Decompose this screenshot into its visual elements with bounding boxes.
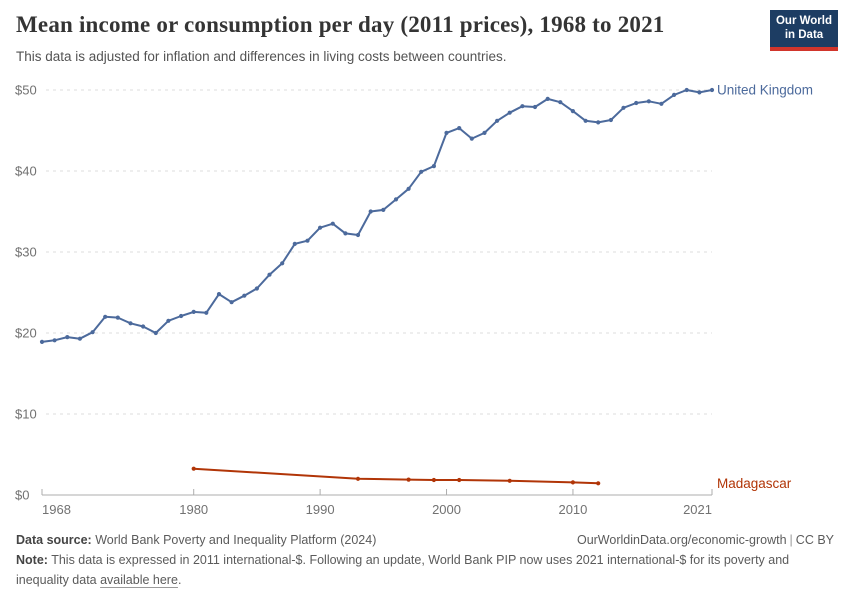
y-axis-tick-label: $20: [15, 326, 37, 341]
data-point-marker[interactable]: [128, 321, 133, 326]
data-point-marker[interactable]: [216, 292, 222, 297]
owid-logo-line1: Our World: [775, 15, 832, 27]
data-point-marker[interactable]: [419, 169, 424, 174]
data-point-marker[interactable]: [634, 100, 639, 106]
data-point-marker[interactable]: [469, 136, 474, 141]
data-point-marker[interactable]: [355, 232, 361, 238]
x-axis-tick-label: 2000: [432, 502, 461, 517]
data-point-marker[interactable]: [482, 130, 487, 135]
owid-logo-line2: in Data: [784, 28, 824, 41]
y-axis-tick-label: $30: [15, 245, 37, 260]
data-point-marker[interactable]: [583, 118, 588, 123]
data-point-marker[interactable]: [570, 109, 576, 114]
x-axis-tick-label: 1968: [42, 502, 71, 517]
note-link[interactable]: available here: [100, 572, 178, 587]
note-text-before: This data is expressed in 2011 internati…: [16, 553, 790, 587]
data-point-marker[interactable]: [659, 101, 664, 106]
x-axis-tick-label: 2021: [683, 502, 712, 517]
data-point-marker[interactable]: [608, 117, 614, 123]
attribution-link[interactable]: OurWorldinData.org/economic-growth: [576, 533, 787, 547]
data-point-marker[interactable]: [558, 100, 563, 105]
data-point-marker[interactable]: [431, 164, 436, 169]
note-label: Note:: [16, 553, 48, 568]
data-point-marker[interactable]: [368, 209, 373, 214]
data-point-marker[interactable]: [709, 87, 715, 93]
data-point-marker[interactable]: [330, 221, 335, 226]
data-point-marker[interactable]: [520, 104, 525, 109]
data-point-marker[interactable]: [406, 186, 411, 191]
data-point-marker[interactable]: [507, 478, 512, 483]
data-point-marker[interactable]: [292, 241, 297, 246]
data-point-marker[interactable]: [318, 225, 323, 230]
y-axis-tick-label: $10: [15, 407, 37, 422]
data-point-marker[interactable]: [355, 476, 361, 481]
data-point-marker[interactable]: [507, 110, 512, 115]
note-text-after: .: [177, 572, 182, 587]
data-point-marker[interactable]: [90, 330, 95, 335]
chart-title: Mean income or consumption per day (2011…: [16, 12, 665, 37]
attribution-line: OurWorldinData.org/economic-growth | CC BY: [577, 531, 834, 550]
data-source-text: World Bank Poverty and Inequality Platfo…: [95, 533, 377, 547]
data-point-marker[interactable]: [254, 286, 259, 291]
data-point-marker[interactable]: [381, 207, 386, 212]
data-point-marker[interactable]: [39, 339, 45, 344]
x-axis-tick-label: 1980: [179, 502, 208, 517]
series-line-united-kingdom[interactable]: [41, 89, 713, 343]
data-point-marker[interactable]: [697, 90, 702, 95]
series-label-united-kingdom[interactable]: United Kingdom: [717, 83, 813, 98]
attribution-separator: |: [789, 533, 793, 547]
license-label: CC BY: [795, 533, 834, 547]
footer-note: Note: This data is expressed in 2011 int…: [16, 551, 834, 590]
data-point-marker[interactable]: [65, 335, 70, 340]
series-line-madagascar[interactable]: [192, 467, 600, 485]
data-source-line: Data source: World Bank Poverty and Ineq…: [16, 531, 376, 550]
data-point-marker[interactable]: [545, 96, 550, 101]
data-point-marker[interactable]: [495, 118, 500, 123]
y-axis-tick-label: $40: [15, 164, 37, 179]
data-source-label: Data source:: [16, 533, 92, 547]
data-point-marker[interactable]: [672, 92, 677, 97]
data-point-marker[interactable]: [229, 300, 234, 305]
plot-area[interactable]: $0 $10 $20 $30 $40 $50 1968 1980 1990 2000 2010 202…: [0, 68, 850, 526]
data-point-marker[interactable]: [444, 130, 449, 135]
data-point-marker[interactable]: [343, 231, 348, 236]
data-point-marker[interactable]: [191, 466, 196, 471]
chart-footer: Data source: World Bank Poverty and Ineq…: [16, 531, 834, 590]
data-point-marker[interactable]: [621, 105, 626, 110]
data-point-marker[interactable]: [305, 238, 310, 243]
data-point-marker[interactable]: [115, 315, 120, 320]
data-point-marker[interactable]: [431, 477, 436, 483]
data-point-marker[interactable]: [393, 197, 399, 202]
data-point-marker[interactable]: [267, 272, 272, 277]
chart-subtitle: This data is adjusted for inflation and …: [16, 49, 507, 64]
data-point-marker[interactable]: [684, 87, 689, 93]
data-point-marker[interactable]: [153, 330, 158, 336]
data-point-marker[interactable]: [596, 120, 601, 125]
data-point-marker[interactable]: [52, 338, 57, 343]
data-point-marker[interactable]: [532, 104, 538, 110]
data-point-marker[interactable]: [646, 99, 651, 104]
series-label-madagascar[interactable]: Madagascar: [717, 476, 792, 491]
data-point-marker[interactable]: [141, 324, 146, 329]
data-point-marker[interactable]: [406, 477, 411, 482]
data-point-marker[interactable]: [570, 480, 576, 485]
data-point-marker[interactable]: [103, 314, 108, 319]
data-point-marker[interactable]: [179, 313, 184, 319]
y-axis-tick-label: $0: [15, 488, 29, 503]
data-point-marker[interactable]: [204, 310, 209, 315]
owid-logo[interactable]: Our World in Data: [770, 10, 838, 51]
data-point-marker[interactable]: [166, 318, 171, 323]
data-point-marker[interactable]: [457, 126, 462, 131]
data-point-marker[interactable]: [191, 309, 196, 314]
x-axis-tick-label: 1990: [306, 502, 335, 517]
y-axis-tick-label: $50: [15, 83, 37, 98]
data-point-marker[interactable]: [242, 293, 247, 298]
data-point-marker[interactable]: [280, 261, 285, 266]
x-axis-tick-label: 2010: [558, 502, 587, 517]
data-point-marker[interactable]: [596, 481, 601, 486]
data-point-marker[interactable]: [457, 477, 462, 483]
data-point-marker[interactable]: [77, 336, 82, 341]
